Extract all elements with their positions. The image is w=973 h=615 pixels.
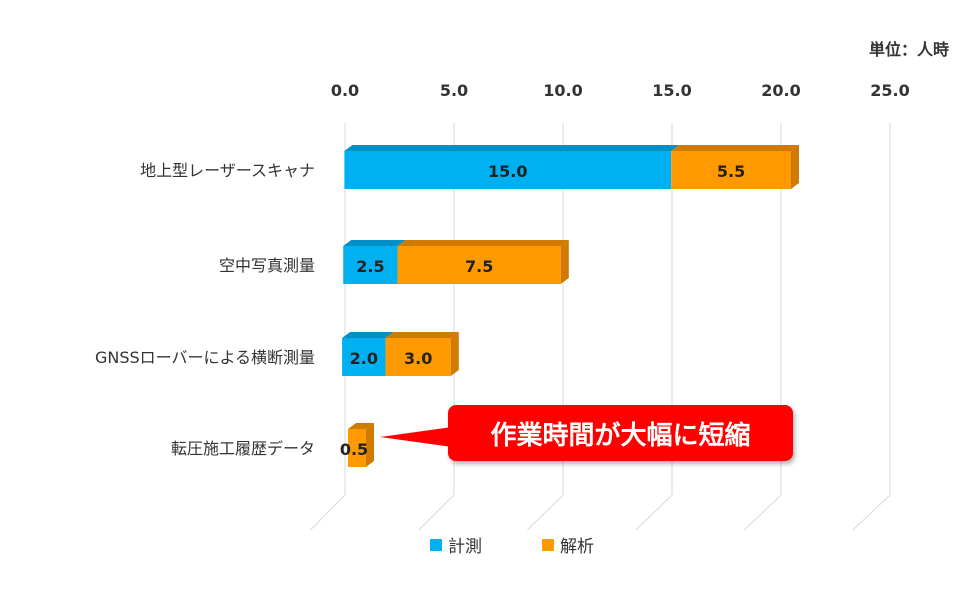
bar-top-face	[385, 332, 459, 338]
bar-segment	[343, 246, 398, 284]
bar-top-face	[397, 240, 569, 246]
category-label: 地上型レーザースキャナ	[140, 161, 315, 180]
callout-text: 作業時間が大幅に短縮	[490, 420, 751, 451]
bar-top-face	[348, 423, 374, 429]
x-tick-label: 15.0	[652, 81, 691, 100]
bar-segment	[348, 429, 366, 467]
callout-box: 作業時間が大幅に短縮	[448, 405, 793, 461]
bar-segment	[385, 338, 451, 376]
data-label: 7.5	[465, 257, 493, 276]
gridline-floor	[744, 494, 782, 531]
gridline-floor	[418, 494, 455, 531]
callout-pointer	[380, 427, 452, 447]
x-tick-label: 0.0	[331, 81, 359, 100]
category-label: GNSSローバーによる横断測量	[95, 348, 315, 367]
bar-segment	[344, 151, 672, 189]
chart-legend: 計測 解析	[430, 532, 594, 557]
data-label: 2.0	[350, 349, 378, 368]
data-label: 0.5	[340, 440, 368, 459]
x-tick-label: 5.0	[440, 81, 468, 100]
legend-swatch-measure	[430, 538, 442, 551]
category-label: 空中写真測量	[219, 256, 315, 275]
gridline-floor	[852, 494, 891, 531]
x-tick-label: 20.0	[761, 81, 800, 100]
bar-side-face	[560, 240, 569, 284]
bar-side-face	[366, 423, 374, 467]
bar-segment	[397, 246, 561, 284]
x-tick-label: 25.0	[870, 81, 909, 100]
bar-top-face	[342, 332, 394, 338]
bar-side-face	[790, 145, 799, 189]
gridline-floor	[527, 494, 564, 531]
bar-top-face	[344, 145, 680, 151]
category-label: 転圧施工履歴データ	[171, 439, 315, 458]
bar-top-face	[671, 145, 799, 151]
gridline-floor	[635, 494, 673, 531]
legend-label-analysis: 解析	[560, 537, 594, 557]
data-label: 5.5	[717, 162, 745, 181]
bar-top-face	[343, 240, 406, 246]
legend-item-analysis: 解析	[542, 532, 594, 557]
bar-segment	[671, 151, 791, 189]
gridline-floor	[310, 494, 346, 531]
data-label: 2.5	[356, 257, 384, 276]
legend-label-measure: 計測	[448, 537, 482, 557]
bar-segment	[342, 338, 386, 376]
bar-side-face	[450, 332, 459, 376]
unit-label: 単位：人時	[868, 40, 949, 59]
data-label: 15.0	[488, 162, 527, 181]
data-label: 3.0	[404, 349, 432, 368]
legend-item-measure: 計測	[430, 532, 482, 557]
legend-swatch-analysis	[542, 538, 554, 551]
x-tick-label: 10.0	[543, 81, 582, 100]
